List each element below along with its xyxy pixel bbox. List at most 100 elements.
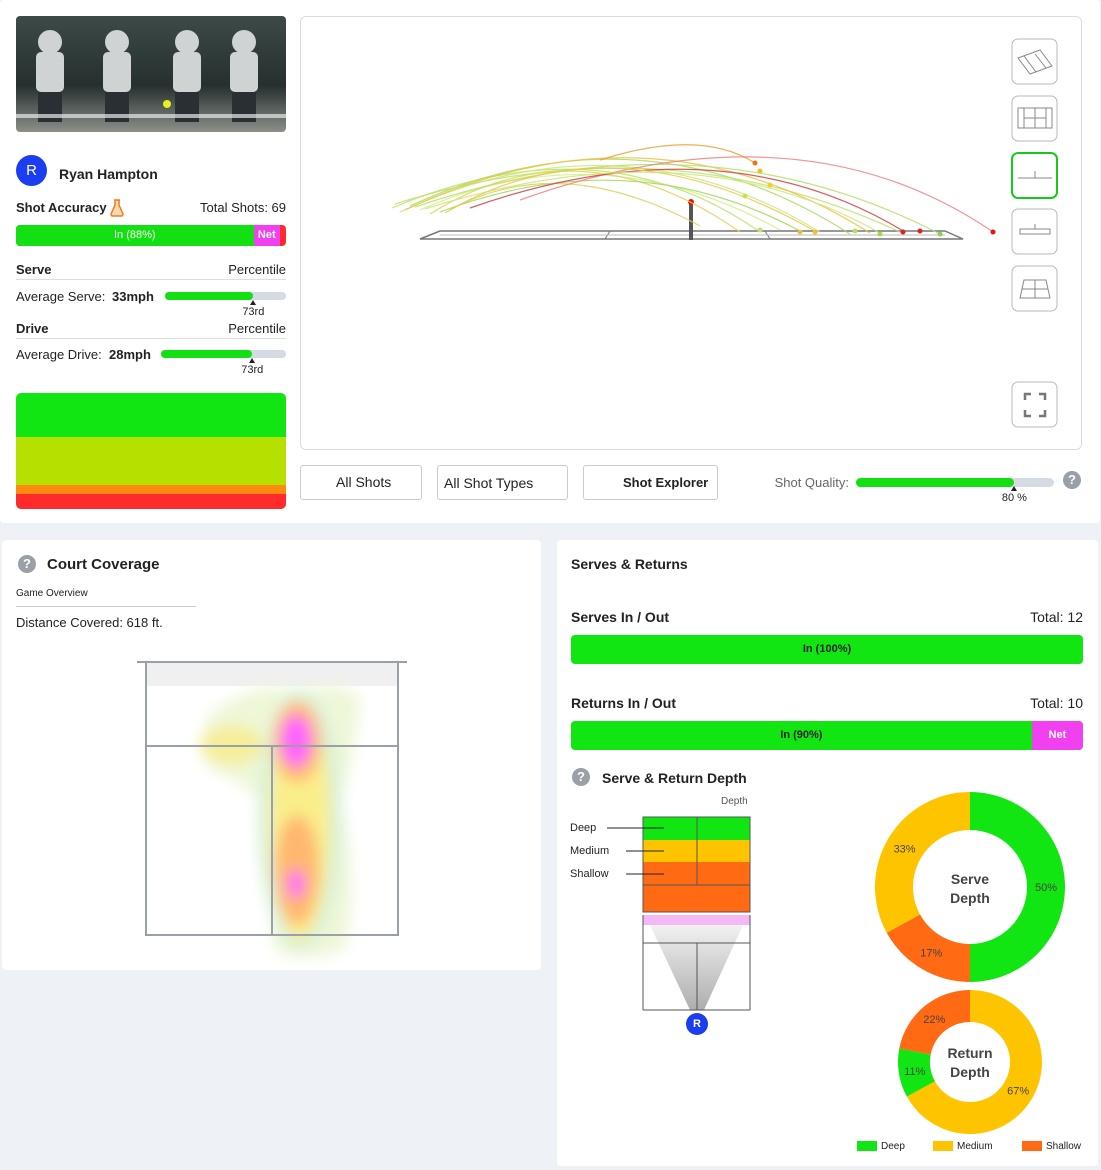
divider: [16, 279, 286, 280]
dropdown-label: All Shots: [336, 474, 392, 490]
landing-dot: [900, 229, 906, 235]
trajectory: [424, 171, 881, 234]
player-name: Ryan Hampton: [59, 166, 158, 182]
trajectory: [444, 167, 816, 232]
depth-donuts: 50% 17% 33% 67% 11% 22%: [875, 792, 1065, 1135]
section-title: Drive: [16, 321, 49, 336]
player-photo: [16, 16, 286, 132]
trajectory: [414, 163, 941, 235]
card-subtitle: Game Overview: [16, 588, 88, 599]
quality-track: 80 %: [856, 478, 1054, 504]
shots-dropdown[interactable]: [300, 465, 422, 500]
help-icon[interactable]: ?: [572, 768, 590, 786]
returns-bar: In (90%) Net: [571, 721, 1083, 750]
landing-dot: [757, 227, 763, 233]
quality-strips: [16, 393, 286, 509]
in-segment: In (88%): [16, 225, 254, 246]
donut-segment: [898, 1048, 935, 1097]
quality-value: 80 %: [1001, 492, 1027, 504]
zone-label: Shallow: [570, 868, 609, 880]
landing-dot: [767, 182, 773, 188]
legend-label: Deep: [881, 1141, 905, 1152]
donut-segment: [970, 792, 1065, 982]
value-label: 11%: [904, 1066, 925, 1078]
landing-dot: [812, 229, 818, 235]
shot-types-dropdown[interactable]: [437, 465, 568, 500]
section-title: Serves In / Out: [571, 609, 670, 625]
donut-segment: [899, 990, 970, 1055]
landing-dot: [797, 229, 803, 235]
legend-swatch: [1022, 1141, 1042, 1151]
beaker-icon: [110, 199, 124, 217]
value-label: 22%: [923, 1014, 945, 1026]
percentile-track: 73rd: [165, 292, 286, 318]
section-title: Returns In / Out: [571, 695, 676, 711]
help-icon[interactable]: ?: [18, 555, 36, 573]
percentile-label: 73rd: [241, 364, 264, 376]
metric-label: Average Drive:: [16, 347, 102, 362]
legend-label: Medium: [957, 1141, 993, 1152]
trajectory: [429, 170, 741, 233]
landing-dot: [877, 231, 883, 237]
value-label: 17%: [920, 947, 942, 959]
total: Total: 10: [1030, 695, 1083, 711]
player-marker: R: [693, 1018, 701, 1030]
divider: [16, 606, 196, 607]
axis-label: Depth: [721, 796, 748, 807]
column-label: Percentile: [228, 262, 286, 277]
total-shots: Total Shots: 69: [200, 200, 286, 215]
net-segment: Net: [1031, 721, 1083, 750]
donut-segment: [886, 914, 970, 982]
card-title: Court Coverage: [47, 556, 160, 573]
landing-dot: [752, 160, 758, 166]
shot-explorer-button[interactable]: [583, 465, 718, 500]
percentile-fill: [161, 350, 253, 358]
trajectory: [519, 156, 994, 233]
depth-diagram: [607, 816, 751, 1035]
trajectory: [599, 144, 756, 164]
landing-dot: [917, 228, 923, 234]
in-segment: In (100%): [571, 635, 1083, 664]
view-buttons[interactable]: [1011, 38, 1058, 428]
quality-label: Shot Quality:: [774, 475, 849, 490]
avatar: R: [16, 155, 47, 186]
help-icon[interactable]: ?: [1063, 471, 1081, 489]
section-title: Shot Accuracy: [16, 200, 107, 215]
percentile-fill: [165, 292, 254, 300]
legend-swatch: [933, 1141, 953, 1151]
metric-value: 33mph: [112, 289, 154, 304]
donut-segment: [875, 792, 970, 933]
button-label: Shot Explorer: [623, 475, 709, 490]
landing-dot: [757, 168, 763, 174]
in-segment: In (90%): [571, 721, 1032, 750]
section-title: Serve & Return Depth: [602, 770, 747, 786]
metric-value: 28mph: [109, 347, 151, 362]
legend-label: Shallow: [1046, 1141, 1082, 1152]
donut-segment: [906, 990, 1042, 1135]
section-title: Serve: [16, 262, 52, 277]
value-label: 67%: [1007, 1086, 1029, 1098]
serves-bar: In (100%): [571, 635, 1083, 664]
metric-label: Average Serve:: [16, 289, 106, 304]
legend-swatch: [857, 1141, 877, 1151]
divider: [16, 338, 286, 339]
accuracy-bar: In (88%) Net: [16, 225, 286, 246]
landing-dot: [742, 193, 748, 199]
landing-dot: [852, 228, 858, 234]
trajectory: [409, 158, 851, 235]
trajectory: [469, 168, 906, 233]
column-label: Percentile: [228, 321, 286, 336]
total: Total: 12: [1030, 609, 1083, 625]
quality-marker: [1011, 486, 1018, 491]
percentile-track: 73rd: [161, 350, 286, 376]
dropdown-label: All Shot Types: [444, 475, 534, 491]
donut-title: Return Depth: [947, 1045, 993, 1080]
net-segment: Net: [253, 225, 280, 246]
trajectory-viewer[interactable]: [300, 16, 1082, 450]
percentile-marker: [249, 358, 256, 363]
donut-title: Serve Depth: [950, 871, 990, 906]
percentile-label: 73rd: [242, 306, 265, 318]
card-title: Serves & Returns: [571, 556, 688, 572]
